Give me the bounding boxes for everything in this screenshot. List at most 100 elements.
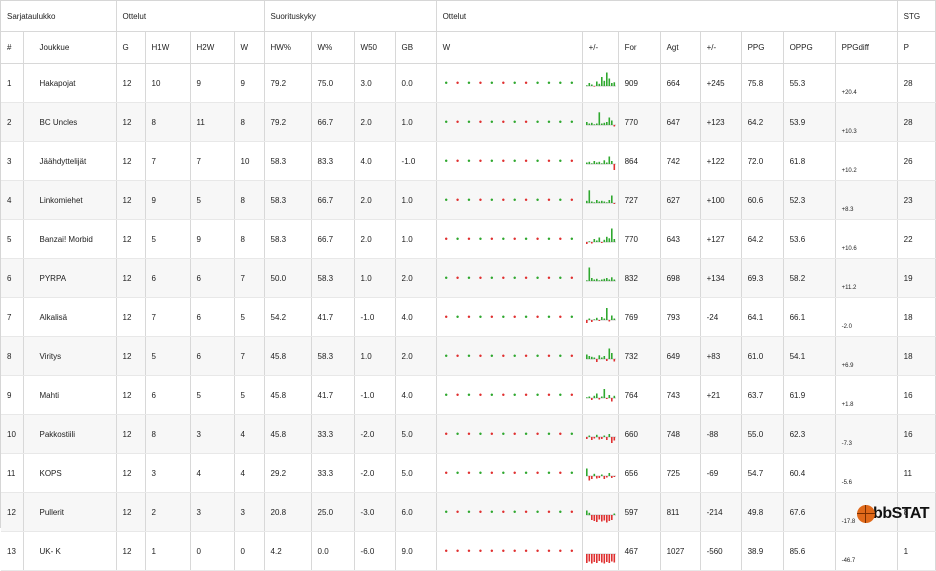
win-dot: • (456, 234, 460, 244)
oppg-cell: 58.2 (783, 258, 836, 298)
h2w-cell: 6 (190, 336, 235, 376)
win-dot: • (456, 468, 460, 478)
table-row[interactable]: 9 Mahti 12 6 5 5 45.8 41.7 -1.0 4.0 • • • • • • • • • • • • 76… (1, 375, 936, 415)
table-row[interactable]: 8 Viritys 12 5 6 7 45.8 58.3 1.0 2.0 • • • • • • • • • • • • 7… (1, 336, 936, 376)
wins-cell: 3 (234, 492, 265, 532)
col-points[interactable]: P (897, 31, 936, 64)
w-pct-cell: 33.3 (311, 414, 355, 454)
table-row[interactable]: 12 Pullerit 12 2 3 3 20.8 25.0 -3.0 6.0 • • • • • • • • • •… (1, 492, 936, 532)
oppg-cell: 53.9 (783, 102, 836, 142)
oppg-cell: 61.8 (783, 141, 836, 181)
col-ppg[interactable]: PPG (741, 31, 784, 64)
spark-bar (600, 279, 603, 281)
h1w-cell: 9 (145, 180, 191, 220)
win-dot: • (558, 156, 562, 166)
team-name[interactable]: BC Uncles (23, 102, 117, 142)
win-dot: • (478, 234, 482, 244)
team-name[interactable]: Jäähdyttelijät (23, 141, 117, 181)
loss-dot: • (535, 312, 540, 322)
loss-dot: • (547, 507, 551, 517)
col-hw-pct[interactable]: HW% (264, 31, 312, 64)
rank-cell: 1 (1, 63, 24, 103)
win-dot: • (547, 429, 551, 439)
team-name[interactable]: Linkomiehet (23, 180, 117, 220)
spark-bar (598, 476, 600, 478)
col-team[interactable]: Joukkue (23, 31, 117, 64)
col-for[interactable]: For (618, 31, 661, 64)
spark-bar (613, 82, 615, 87)
ppgdiff-cell: +8.3 (835, 180, 898, 220)
spark-bar (608, 348, 610, 359)
games-cell: 12 (116, 492, 146, 532)
rank-cell: 8 (1, 336, 24, 376)
team-name[interactable]: Pakkostiili (23, 414, 117, 454)
points-for-cell: 770 (618, 219, 661, 259)
loss-dot: • (467, 312, 471, 322)
team-name[interactable]: Pullerit (23, 492, 117, 532)
spark-bar (603, 80, 605, 87)
team-name[interactable]: Viritys (23, 336, 117, 376)
plusminus-sparkline (582, 258, 619, 298)
points-against-cell: 647 (660, 102, 701, 142)
loss-dot: • (478, 78, 482, 88)
spark-bar (603, 356, 605, 359)
col-h2w[interactable]: H2W (190, 31, 235, 64)
team-name[interactable]: Mahti (23, 375, 117, 415)
win-dot: • (513, 195, 517, 205)
col-plusminus[interactable]: +/- (700, 31, 742, 64)
team-name[interactable]: Hakapojat (23, 63, 117, 103)
col-plusminus-spark[interactable]: +/- (582, 31, 619, 64)
table-row[interactable]: 7 Alkalisä 12 7 6 5 54.2 41.7 -1.0 4.0 • • • • • • • • • • •… (1, 297, 936, 337)
team-name[interactable]: PYRPA (23, 258, 117, 298)
col-oppg[interactable]: OPPG (783, 31, 836, 64)
col-games[interactable]: G (116, 31, 146, 64)
table-row[interactable]: 6 PYRPA 12 6 6 7 50.0 58.3 1.0 2.0 • • • • • • • • • • • • 832… (1, 258, 936, 298)
results-dots: • • • • • • • • • • • • (436, 180, 583, 220)
team-name[interactable]: UK- K (23, 531, 117, 571)
table-row[interactable]: 10 Pakkostiili 12 8 3 4 45.8 33.3 -2.0 5.0 • • • • • • •… (1, 414, 936, 454)
table-row[interactable]: 1 Hakapojat 12 10 9 9 79.2 75.0 3.0 0.0 • • • • • • • • • •… (1, 63, 936, 103)
spark-bar (585, 320, 588, 323)
table-row[interactable]: 3 Jäähdyttelijät 12 7 7 10 58.3 83.3 4.0 -1.0 • • • •… (1, 141, 936, 181)
col-gb[interactable]: GB (395, 31, 437, 64)
col-wins[interactable]: W (234, 31, 265, 64)
loss-dot: • (547, 546, 551, 556)
results-dots: • • • • • • • • • • • • (436, 375, 583, 415)
h2w-cell: 9 (190, 219, 235, 259)
spark-bar (585, 280, 588, 282)
col-results[interactable]: W (436, 31, 583, 64)
gb-cell: 1.0 (395, 102, 437, 142)
h2w-cell: 0 (190, 531, 235, 571)
col-w-pct[interactable]: W% (311, 31, 355, 64)
plusminus-sparkline (582, 414, 619, 454)
loss-dot: • (456, 351, 460, 361)
spark-bar (605, 122, 608, 125)
table-row[interactable]: 11 KOPS 12 3 4 4 29.2 33.3 -2.0 5.0 • • • • • • • • • • • • 65… (1, 453, 936, 493)
win-dot: • (535, 273, 540, 283)
spark-bar (585, 85, 588, 87)
rank-cell: 9 (1, 375, 24, 415)
win-dot: • (547, 312, 551, 322)
team-name[interactable]: KOPS (23, 453, 117, 493)
h1w-cell: 6 (145, 258, 191, 298)
table-row[interactable]: 2 BC Uncles 12 8 11 8 79.2 66.7 2.0 1.0 • • • • • • • • • •… (1, 102, 936, 142)
col-ppgdiff[interactable]: PPGdiff (835, 31, 898, 64)
table-row[interactable]: 13 UK- K 12 1 0 0 4.2 0.0 -6.0 9.0 • • • • • • • • • • • • 467… (1, 531, 936, 571)
oppg-cell: 61.9 (783, 375, 836, 415)
table-row[interactable]: 4 Linkomiehet 12 9 5 8 58.3 66.7 2.0 1.0 • • • • • • • • •… (1, 180, 936, 220)
table-row[interactable]: 5 Banzai! Morbid 12 5 9 8 58.3 66.7 2.0 1.0 • • • • • •… (1, 219, 936, 259)
col-h1w[interactable]: H1W (145, 31, 191, 64)
w-pct-cell: 41.7 (311, 375, 355, 415)
col-against[interactable]: Agt (660, 31, 701, 64)
team-name[interactable]: Alkalisä (23, 297, 117, 337)
rank-cell: 11 (1, 453, 24, 493)
loss-dot: • (558, 546, 562, 556)
spark-bar (598, 83, 600, 87)
points-for-cell: 727 (618, 180, 661, 220)
team-name[interactable]: Banzai! Morbid (23, 219, 117, 259)
col-rank[interactable]: # (1, 31, 24, 64)
win-dot: • (467, 156, 471, 166)
gb-cell: 2.0 (395, 258, 437, 298)
spark-bar (588, 83, 590, 86)
col-w50[interactable]: W50 (354, 31, 396, 64)
